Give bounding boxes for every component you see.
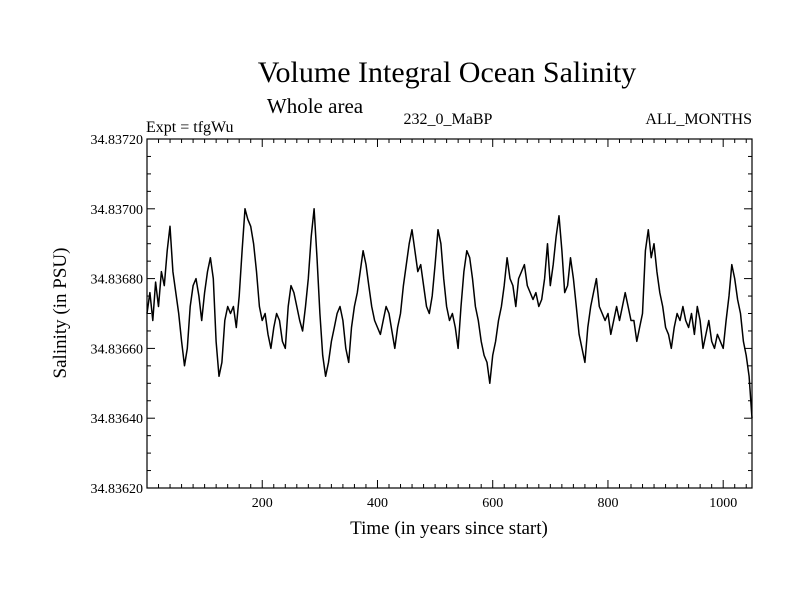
plot-frame xyxy=(146,138,753,489)
y-axis-label: Salinity (in PSU) xyxy=(50,248,71,379)
y-tick-label: 34.83660 xyxy=(91,342,144,357)
period-label: 232_0_MaBP xyxy=(404,111,493,128)
salinity-series-line xyxy=(146,208,753,419)
x-tick-label: 800 xyxy=(597,496,618,511)
y-tick-label: 34.83620 xyxy=(91,482,144,497)
y-tick-label: 34.83640 xyxy=(91,412,144,427)
chart-subtitle: Whole area xyxy=(267,94,364,118)
months-label: ALL_MONTHS xyxy=(645,111,752,128)
x-tick-label: 400 xyxy=(367,496,388,511)
x-axis-ticks: 200 400 600 800 1000 xyxy=(158,139,747,511)
y-tick-label: 34.83680 xyxy=(91,273,144,288)
y-tick-label: 34.83700 xyxy=(91,203,144,218)
x-tick-label: 200 xyxy=(252,496,273,511)
y-tick-label: 34.83720 xyxy=(91,133,144,148)
x-tick-label: 600 xyxy=(482,496,503,511)
x-axis-label: Time (in years since start) xyxy=(350,518,548,539)
chart-title: Volume Integral Ocean Salinity xyxy=(258,56,637,89)
x-tick-label: 1000 xyxy=(709,496,737,511)
experiment-label: Expt = tfgWu xyxy=(146,119,233,136)
y-axis-ticks: 34.83620 34.83640 34.83660 34.83680 34.83700… xyxy=(91,133,752,497)
